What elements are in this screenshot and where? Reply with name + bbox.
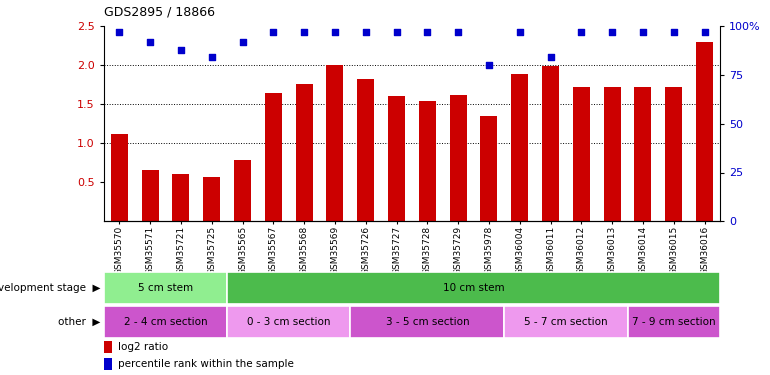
Text: 10 cm stem: 10 cm stem — [443, 283, 504, 293]
Bar — [634, 87, 651, 221]
Point — [575, 29, 588, 35]
Bar — [696, 42, 713, 221]
Point — [452, 29, 464, 35]
Text: 7 - 9 cm section: 7 - 9 cm section — [632, 316, 715, 327]
Point — [360, 29, 372, 35]
Bar — [573, 87, 590, 221]
Bar — [665, 87, 682, 221]
Bar — [234, 160, 251, 221]
Bar — [350, 306, 504, 338]
Point — [698, 29, 711, 35]
Text: 5 cm stem: 5 cm stem — [138, 283, 193, 293]
Text: GDS2895 / 18866: GDS2895 / 18866 — [104, 6, 215, 19]
Point — [421, 29, 434, 35]
Point — [298, 29, 310, 35]
Point — [236, 39, 249, 45]
Bar — [542, 66, 559, 221]
Text: 2 - 4 cm section: 2 - 4 cm section — [124, 316, 207, 327]
Bar — [511, 74, 528, 221]
Bar — [296, 84, 313, 221]
Text: 3 - 5 cm section: 3 - 5 cm section — [386, 316, 469, 327]
Text: other  ▶: other ▶ — [58, 316, 100, 327]
Point — [206, 54, 218, 60]
Bar — [104, 358, 112, 370]
Bar — [604, 87, 621, 221]
Point — [637, 29, 649, 35]
Bar — [172, 174, 189, 221]
Bar — [480, 116, 497, 221]
Bar — [227, 272, 720, 304]
Point — [267, 29, 280, 35]
Point — [668, 29, 680, 35]
Bar — [450, 95, 467, 221]
Bar — [388, 96, 405, 221]
Bar — [111, 134, 128, 221]
Point — [544, 54, 557, 60]
Bar — [628, 306, 720, 338]
Text: 0 - 3 cm section: 0 - 3 cm section — [247, 316, 330, 327]
Bar — [142, 170, 159, 221]
Text: percentile rank within the sample: percentile rank within the sample — [118, 359, 293, 369]
Point — [144, 39, 156, 45]
Text: development stage  ▶: development stage ▶ — [0, 283, 100, 293]
Text: log2 ratio: log2 ratio — [118, 342, 168, 352]
Bar — [326, 65, 343, 221]
Text: 5 - 7 cm section: 5 - 7 cm section — [524, 316, 608, 327]
Point — [390, 29, 403, 35]
Bar — [357, 79, 374, 221]
Bar — [104, 341, 112, 353]
Bar — [104, 306, 227, 338]
Point — [113, 29, 126, 35]
Point — [514, 29, 526, 35]
Bar — [104, 272, 227, 304]
Point — [175, 46, 187, 53]
Bar — [504, 306, 628, 338]
Point — [329, 29, 341, 35]
Bar — [265, 93, 282, 221]
Point — [606, 29, 618, 35]
Bar — [227, 306, 350, 338]
Bar — [419, 101, 436, 221]
Point — [483, 62, 495, 68]
Bar — [203, 177, 220, 221]
